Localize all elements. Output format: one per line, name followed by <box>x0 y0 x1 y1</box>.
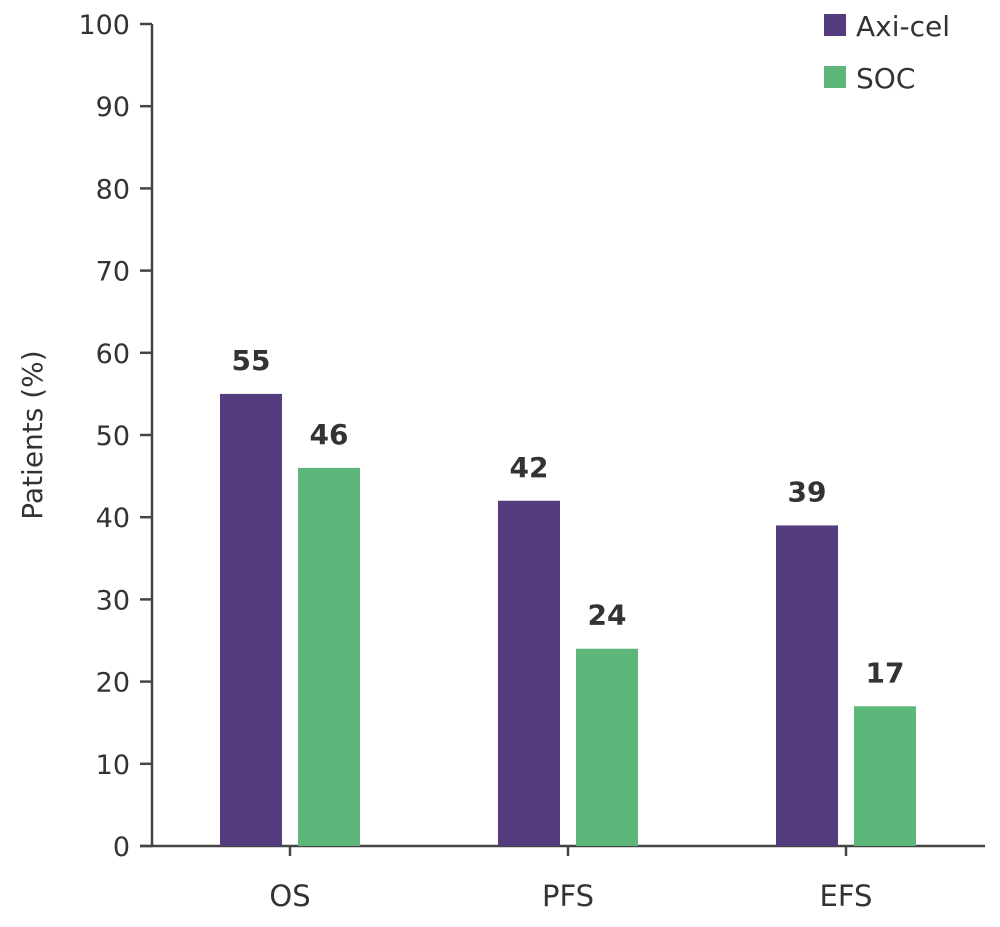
bar-axi-cel-os <box>220 393 282 846</box>
data-label: 17 <box>866 656 905 689</box>
legend-swatch <box>824 66 846 88</box>
bar-soc-os <box>298 467 360 846</box>
x-axis: OS PFS EFS <box>140 844 985 913</box>
bar-soc-pfs <box>576 648 638 846</box>
x-tick-label: OS <box>269 879 310 913</box>
bars: 55 46 42 24 39 17 <box>220 344 916 846</box>
y-axis: 0 10 20 30 40 50 60 70 80 90 100 <box>78 10 154 863</box>
legend-swatch <box>824 14 846 36</box>
legend-label: Axi-cel <box>856 10 950 43</box>
data-label: 39 <box>788 475 827 508</box>
y-tick-label: 20 <box>96 668 130 699</box>
data-label: 55 <box>232 344 271 377</box>
bar-axi-cel-pfs <box>498 500 560 846</box>
legend-label: SOC <box>856 62 915 95</box>
y-tick-label: 90 <box>96 92 130 123</box>
y-tick-label: 80 <box>96 174 130 205</box>
y-tick-label: 60 <box>96 339 130 370</box>
bar-axi-cel-efs <box>776 525 838 846</box>
y-tick-label: 100 <box>78 10 130 41</box>
data-label: 42 <box>510 451 549 484</box>
x-tick-label: PFS <box>542 879 594 913</box>
y-tick-label: 40 <box>96 503 130 534</box>
data-label: 46 <box>310 418 349 451</box>
y-tick-label: 10 <box>96 750 130 781</box>
y-tick-label: 70 <box>96 257 130 288</box>
legend: Axi-cel SOC <box>824 10 950 95</box>
bar-soc-efs <box>854 706 916 846</box>
y-tick-label: 0 <box>113 832 130 863</box>
y-axis-label: Patients (%) <box>16 350 49 519</box>
x-tick-label: EFS <box>820 879 873 913</box>
data-label: 24 <box>588 599 627 632</box>
y-tick-label: 50 <box>96 421 130 452</box>
y-tick-label: 30 <box>96 585 130 616</box>
